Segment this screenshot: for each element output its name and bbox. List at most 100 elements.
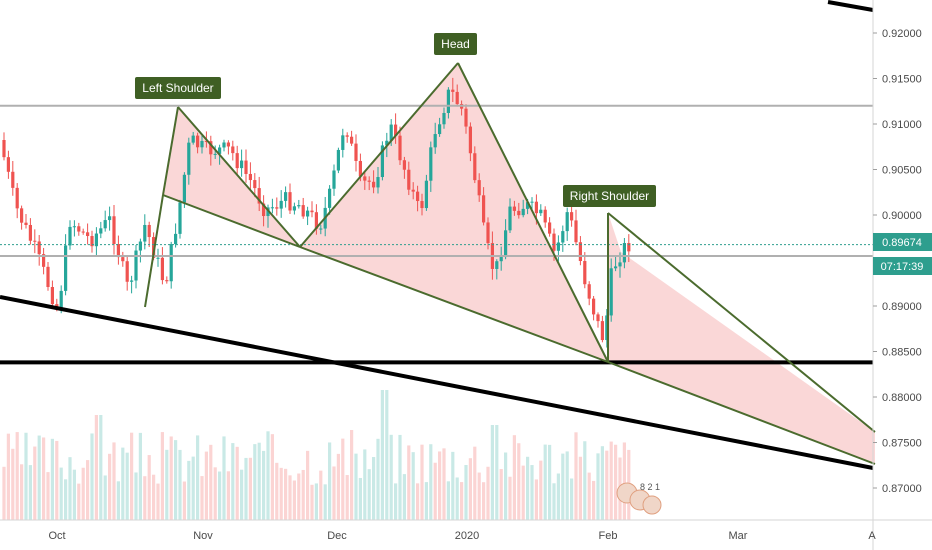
volume-bar bbox=[464, 465, 468, 520]
candle-body bbox=[341, 135, 345, 150]
candle-body bbox=[433, 134, 437, 148]
volume-bar bbox=[512, 435, 516, 520]
volume-bar bbox=[68, 457, 72, 520]
price-tick-label: 0.91000 bbox=[882, 119, 922, 131]
candle-body bbox=[622, 243, 626, 263]
volume-bar bbox=[121, 447, 125, 520]
volume-bar bbox=[130, 432, 134, 520]
volume-bar bbox=[182, 481, 186, 520]
candle-body bbox=[332, 170, 336, 189]
pattern-line bbox=[162, 194, 301, 248]
volume-bar bbox=[226, 471, 230, 520]
left-shoulder-tag[interactable]: Left Shoulder bbox=[135, 77, 221, 99]
volume-bar bbox=[103, 475, 107, 520]
candle-body bbox=[380, 145, 384, 178]
volume-bar bbox=[398, 434, 402, 520]
candle-body bbox=[328, 188, 332, 208]
volume-bar bbox=[191, 456, 195, 520]
volume-bar bbox=[174, 440, 178, 520]
candle-body bbox=[429, 147, 433, 181]
candle-body bbox=[561, 231, 565, 243]
candle-body bbox=[336, 149, 340, 171]
candle-body bbox=[609, 268, 613, 316]
candle-body bbox=[310, 210, 314, 213]
volume-bar bbox=[350, 430, 354, 520]
volume-bar bbox=[442, 448, 446, 520]
candle-body bbox=[226, 142, 230, 147]
pattern-line bbox=[607, 361, 876, 465]
candle-body bbox=[240, 160, 244, 169]
volume-bar bbox=[609, 441, 613, 520]
candle-body bbox=[416, 191, 420, 202]
candle-body bbox=[451, 89, 455, 92]
volume-bar bbox=[116, 481, 120, 520]
candle-body bbox=[600, 321, 604, 341]
volume-bar bbox=[495, 425, 499, 520]
candle-body bbox=[187, 142, 191, 175]
volume-bar bbox=[138, 432, 142, 520]
volume-bar bbox=[275, 462, 279, 520]
volume-bar bbox=[446, 481, 450, 520]
time-tick-label: Nov bbox=[193, 530, 213, 542]
volume-bar bbox=[323, 484, 327, 520]
volume-bar bbox=[134, 472, 138, 520]
candle-body bbox=[508, 206, 512, 231]
volume-bar bbox=[499, 469, 503, 520]
volume-bar bbox=[46, 472, 50, 520]
candle-body bbox=[596, 314, 600, 322]
right-shoulder-tag[interactable]: Right Shoulder bbox=[563, 185, 656, 207]
descending-trendline bbox=[0, 295, 874, 470]
candle-body bbox=[319, 228, 323, 230]
volume-bar bbox=[24, 432, 28, 520]
volume-bar bbox=[587, 472, 591, 520]
candle-body bbox=[99, 228, 103, 234]
candle-body bbox=[530, 201, 534, 203]
volume-bar bbox=[196, 435, 200, 520]
volume-bar bbox=[11, 448, 15, 520]
volume-bar bbox=[94, 415, 98, 520]
volume-bar bbox=[565, 451, 569, 520]
volume-bar bbox=[451, 451, 455, 520]
countdown-tag: 07:17:39 bbox=[873, 257, 932, 275]
volume-bar bbox=[539, 460, 543, 520]
pattern-line bbox=[144, 194, 164, 308]
candle-body bbox=[486, 222, 490, 244]
volume-bar bbox=[424, 482, 428, 520]
volume-bar bbox=[622, 442, 626, 520]
price-tick-label: 0.90500 bbox=[882, 165, 922, 177]
candle-body bbox=[574, 220, 578, 243]
event-badge[interactable]: 8 2 1 bbox=[616, 482, 662, 515]
volume-bar bbox=[460, 482, 464, 520]
head-tag[interactable]: Head bbox=[434, 33, 477, 55]
candle-body bbox=[11, 171, 15, 188]
current-price-label: 0.89674 bbox=[882, 237, 922, 249]
volume-bar bbox=[394, 483, 398, 520]
volume-bar bbox=[64, 479, 68, 520]
candle-body bbox=[68, 226, 72, 246]
volume-bar bbox=[37, 435, 41, 520]
candle-body bbox=[42, 254, 46, 267]
candle-body bbox=[556, 242, 560, 251]
candle-body bbox=[103, 220, 107, 229]
volume-bar bbox=[187, 460, 191, 520]
volume-bar bbox=[147, 455, 151, 520]
volume-bar bbox=[556, 473, 560, 520]
candle-body bbox=[94, 233, 98, 247]
volume-bar bbox=[455, 477, 459, 520]
candle-body bbox=[222, 142, 226, 148]
volume-bar bbox=[477, 472, 481, 520]
volume-bar bbox=[473, 446, 477, 520]
volume-bar bbox=[570, 478, 574, 520]
candle-body bbox=[543, 209, 547, 223]
volume-bar bbox=[490, 425, 494, 520]
candle-body bbox=[477, 180, 481, 196]
candle-body bbox=[565, 212, 569, 232]
candle-body bbox=[517, 210, 521, 216]
time-axis[interactable]: Oct Nov Dec 2020 Feb Mar A bbox=[48, 530, 876, 542]
candle-body bbox=[372, 181, 376, 188]
volume-bar bbox=[28, 465, 32, 520]
candle-body bbox=[213, 153, 217, 155]
candle-body bbox=[495, 261, 499, 269]
candle-body bbox=[37, 241, 41, 255]
